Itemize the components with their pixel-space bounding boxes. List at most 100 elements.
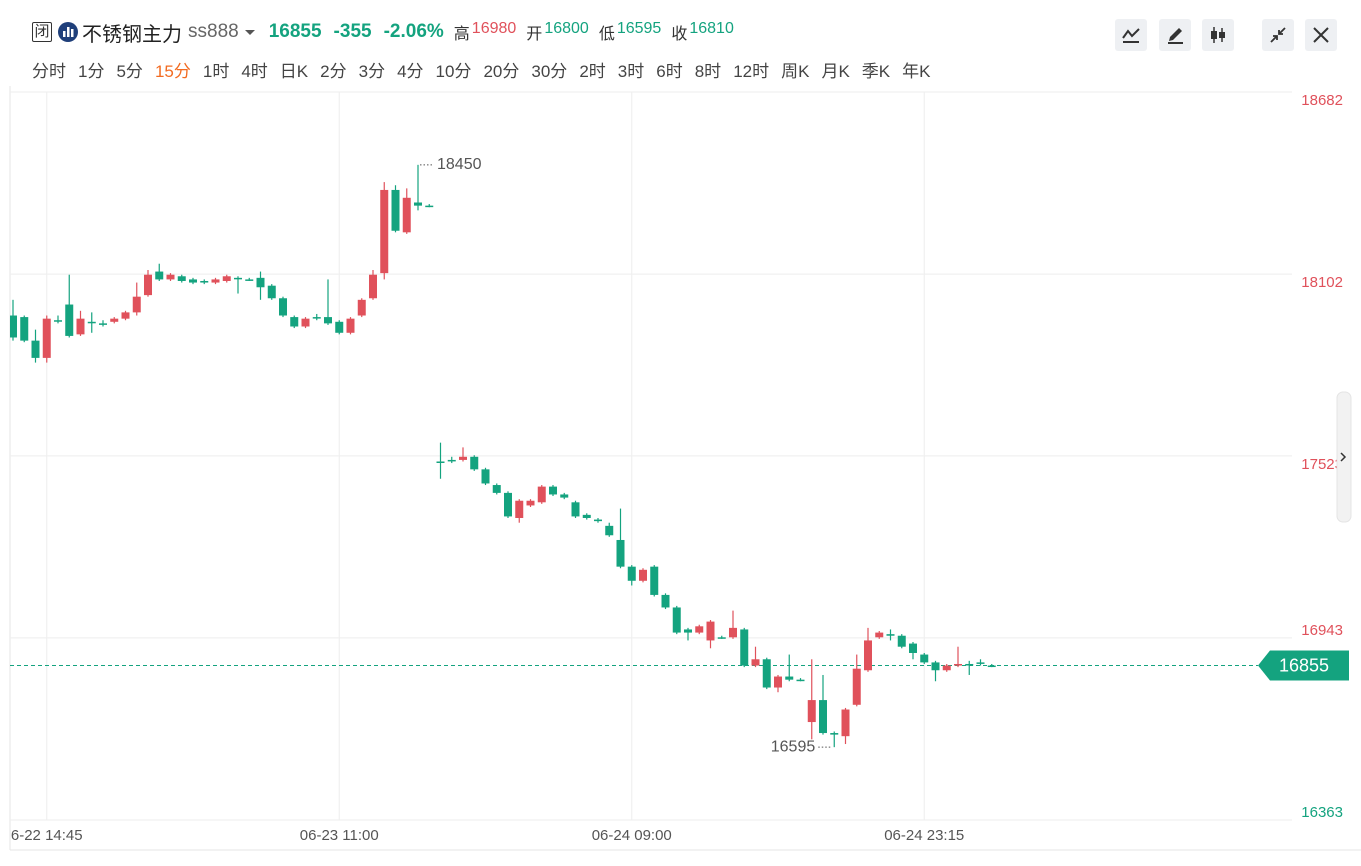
- period-tab[interactable]: 日K: [279, 62, 309, 81]
- period-tab[interactable]: 季K: [861, 62, 891, 81]
- candle-body: [504, 492, 512, 517]
- candle-body: [864, 640, 872, 671]
- period-tab[interactable]: 周K: [781, 62, 810, 81]
- candle-body: [189, 279, 197, 283]
- candle-body: [954, 663, 962, 666]
- candle-body: [121, 312, 130, 319]
- period-tab[interactable]: 30分: [531, 62, 568, 81]
- candle-body: [211, 279, 220, 283]
- y-tick-label: 17523: [1301, 456, 1343, 473]
- candle-body: [729, 627, 737, 638]
- candles: [10, 164, 996, 748]
- candle-body: [301, 318, 310, 327]
- candle-body: [369, 274, 377, 299]
- period-tab[interactable]: 15分: [154, 62, 191, 81]
- candle-body: [571, 502, 580, 517]
- min-label: 16595: [771, 738, 816, 755]
- indicator-button[interactable]: [1115, 19, 1147, 51]
- change: -355: [333, 21, 372, 42]
- period-tab[interactable]: 2时: [579, 62, 606, 81]
- candle-body: [492, 485, 501, 493]
- candle-body: [841, 709, 850, 737]
- candle-body: [267, 285, 276, 299]
- candle-body: [155, 271, 164, 280]
- period-tabs: 分时 1分 5分 15分 1时 4时 日K 2分 3分 4分 10分 20分 30分 2时 3时 6时 8时 12…: [32, 57, 942, 82]
- period-tab[interactable]: 6时: [656, 62, 683, 81]
- candle-body: [447, 459, 456, 462]
- last-price-label: 16855: [1279, 655, 1329, 675]
- period-tab[interactable]: 5分: [116, 62, 143, 81]
- candle-body: [830, 733, 839, 735]
- period-tab[interactable]: 年K: [902, 62, 931, 81]
- stat-label: 收: [671, 26, 688, 43]
- candle-body: [357, 299, 366, 316]
- period-tab[interactable]: 8时: [694, 62, 722, 81]
- instrument-name: 不锈钢主力: [82, 23, 182, 46]
- change-percent: -2.06%: [383, 21, 444, 42]
- candle-body: [346, 318, 355, 333]
- candle-body: [717, 637, 726, 639]
- candle-body: [695, 626, 704, 633]
- candle-body: [110, 318, 119, 322]
- period-tab[interactable]: 3时: [617, 62, 645, 81]
- candle-body: [391, 189, 400, 231]
- candle-body: [762, 659, 771, 688]
- x-tick-label: 06-24 09:00: [592, 827, 672, 844]
- candle-body: [144, 274, 152, 296]
- chart-type-button[interactable]: [1202, 19, 1234, 51]
- candle-body: [10, 315, 17, 338]
- candle-body: [425, 205, 434, 208]
- candle-body: [256, 277, 265, 288]
- period-tab[interactable]: 2分: [320, 62, 347, 81]
- candle-body: [852, 668, 861, 705]
- candle-body: [920, 654, 929, 663]
- candle-body: [335, 321, 344, 333]
- candle-body: [324, 317, 332, 324]
- period-tab[interactable]: 1时: [202, 62, 230, 81]
- x-tick-label: 06-23 11:00: [300, 827, 379, 844]
- period-tab[interactable]: 月K: [821, 62, 850, 81]
- candle-body: [594, 519, 602, 522]
- stat-value: 16980: [471, 20, 517, 37]
- candle-body: [785, 676, 794, 680]
- period-tab[interactable]: 4分: [397, 62, 424, 81]
- candle-body: [987, 665, 996, 668]
- collapse-button[interactable]: [1262, 19, 1294, 51]
- candle-body: [459, 456, 467, 460]
- candle-body: [200, 280, 209, 283]
- candle-body: [537, 486, 546, 503]
- period-tab[interactable]: 10分: [435, 62, 472, 81]
- candle-body: [99, 323, 107, 325]
- candle-body: [234, 277, 242, 280]
- candle-body: [661, 594, 670, 608]
- period-tab[interactable]: 1分: [78, 62, 105, 81]
- candle-body: [279, 298, 287, 316]
- period-tab[interactable]: 12时: [733, 62, 770, 81]
- candle-body: [650, 566, 659, 595]
- candle-body: [942, 665, 951, 671]
- candle-body: [796, 679, 805, 682]
- candle-body: [706, 621, 715, 641]
- period-tab[interactable]: 分时: [32, 62, 66, 81]
- candle-body: [222, 276, 231, 281]
- candle-body: [42, 318, 51, 358]
- candle-body: [875, 632, 884, 638]
- candle-body: [481, 469, 490, 484]
- candle-body: [560, 494, 569, 498]
- candle-body: [87, 321, 96, 324]
- period-tab[interactable]: 3分: [358, 62, 386, 81]
- period-tab[interactable]: 4时: [241, 62, 268, 81]
- dropdown-arrow[interactable]: [243, 27, 257, 37]
- stats: 高 16980 开 16800 低 16595 收 16810: [444, 20, 734, 44]
- close-button[interactable]: [1305, 19, 1337, 51]
- candle-body: [312, 317, 321, 319]
- candle-body: [31, 340, 40, 358]
- candle-body: [807, 700, 816, 723]
- candle-body: [965, 663, 974, 666]
- candle-body: [819, 700, 827, 734]
- period-tab[interactable]: 20分: [483, 62, 520, 81]
- candle-body: [909, 643, 917, 653]
- draw-button[interactable]: [1159, 19, 1191, 51]
- candle-body: [672, 607, 681, 633]
- price: 16855: [268, 21, 322, 42]
